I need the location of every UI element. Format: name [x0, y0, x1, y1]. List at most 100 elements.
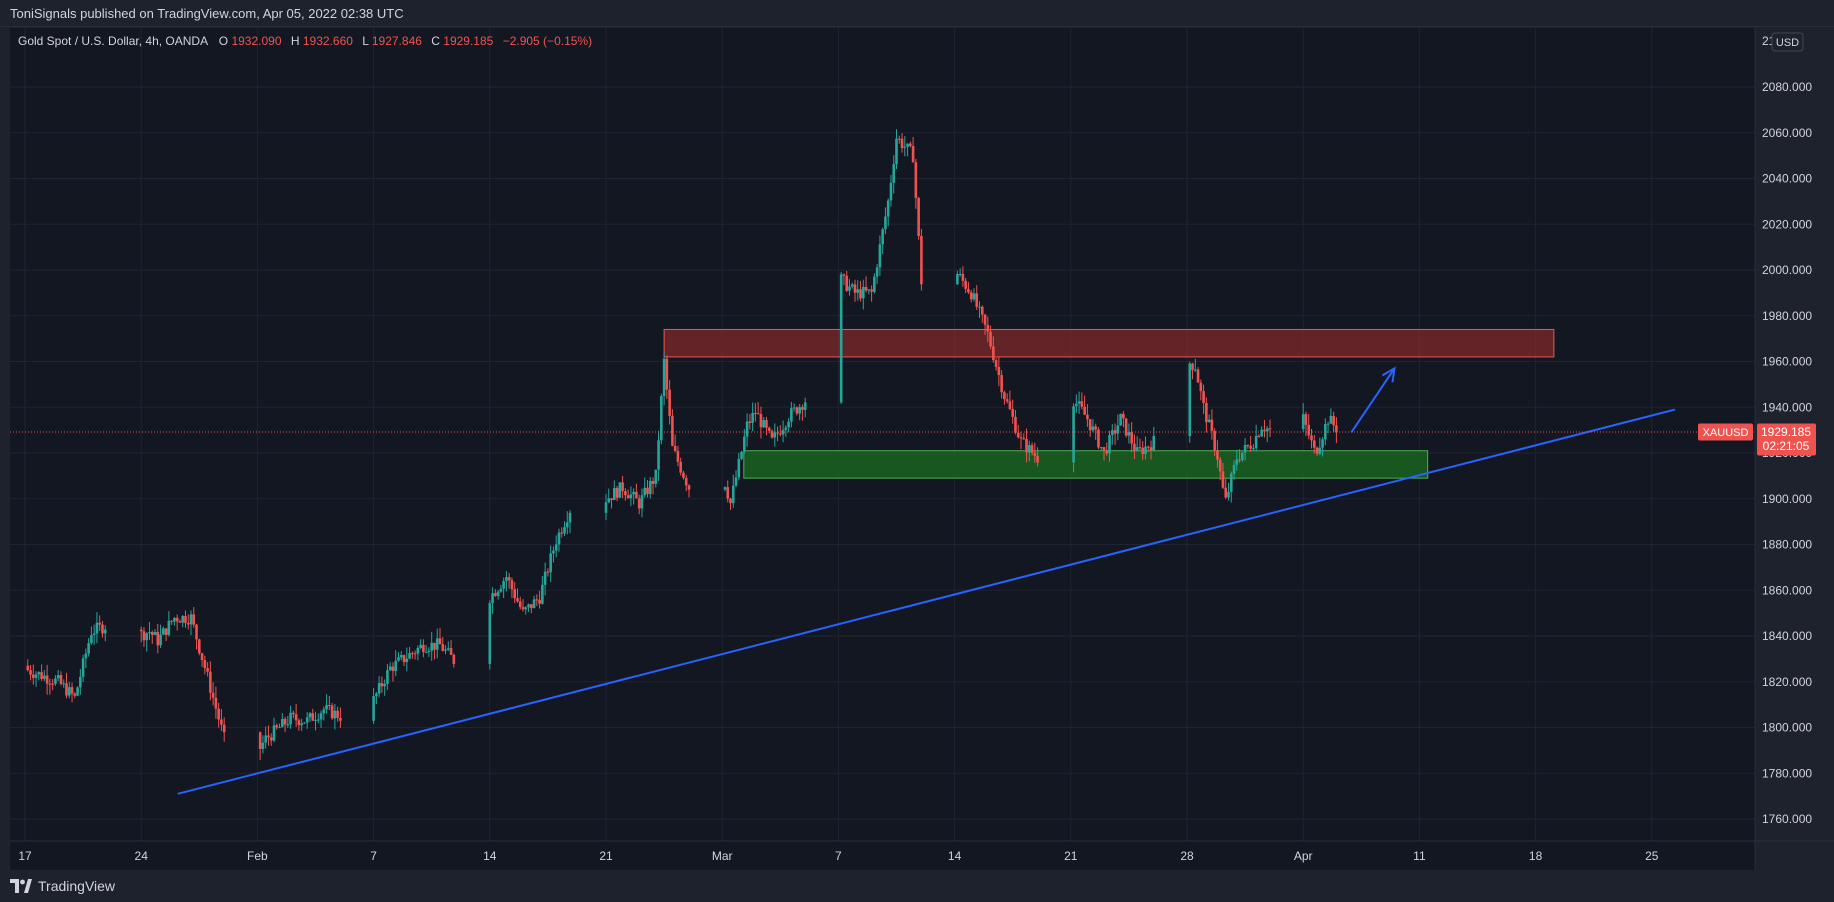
candle-body: [1127, 432, 1131, 436]
candle-body: [424, 651, 428, 653]
candle-body: [1133, 443, 1136, 451]
candle-body: [992, 346, 995, 361]
candle-body: [81, 658, 85, 677]
candle-body: [399, 655, 403, 658]
candle-body: [1000, 375, 1003, 393]
candle-body: [745, 421, 749, 437]
candle-body: [292, 712, 295, 715]
candle-body: [964, 280, 967, 289]
time-axis[interactable]: 17 24 Feb 7 14 21 Mar 7 14 21 28 Apr 11 18 25: [18, 849, 1658, 863]
candle-body: [604, 502, 608, 513]
candle-body: [386, 670, 389, 684]
candle-body: [416, 648, 420, 654]
candle-body: [613, 487, 616, 500]
candle-body: [336, 710, 339, 718]
candle-body: [687, 485, 691, 490]
candle-body: [1152, 435, 1156, 451]
candle-body: [997, 366, 1001, 376]
symbol-name: Gold Spot / U.S. Dollar, 4h, OANDA: [18, 34, 208, 48]
candle-body: [1019, 437, 1023, 439]
candle-body: [95, 622, 99, 634]
candle-body: [98, 622, 101, 625]
candle-body: [546, 571, 550, 573]
support-zone[interactable]: [743, 450, 1429, 479]
currency-button[interactable]: USD: [1771, 32, 1804, 52]
candle-body: [881, 229, 884, 245]
time-tick-label: 14: [948, 849, 962, 863]
candle-body: [1210, 419, 1214, 431]
candle-body: [549, 553, 552, 573]
candle-body: [87, 643, 90, 654]
candle-body: [671, 416, 674, 446]
ascending-trendline[interactable]: [177, 408, 1676, 795]
candle-body: [37, 672, 41, 675]
candle-body: [1086, 414, 1089, 420]
tradingview-logo[interactable]: TradingView: [10, 878, 115, 894]
candle-body: [101, 624, 104, 634]
candle-body: [330, 705, 334, 719]
candle-body: [444, 649, 447, 651]
candle-body: [1257, 435, 1261, 437]
candle-body: [452, 654, 456, 664]
candle-body: [756, 413, 760, 415]
candle-body: [1005, 399, 1009, 402]
candle-body: [513, 589, 516, 599]
candle-body: [798, 407, 801, 414]
price-tick-label: 2080.000: [1762, 80, 1812, 94]
candle-body: [1108, 434, 1111, 454]
candle-body: [328, 705, 331, 707]
price-tag: 1929.185: [1761, 425, 1811, 439]
candle-body: [914, 162, 918, 198]
price-tick-label: 1780.000: [1762, 766, 1812, 780]
candle-body: [1243, 445, 1247, 453]
change-value: −2.905 (−0.15%): [503, 34, 592, 48]
footer: TradingView: [0, 870, 1834, 902]
candle-body: [1191, 363, 1194, 370]
candle-body: [1207, 419, 1211, 423]
candle-body: [621, 482, 624, 492]
candle-body: [1138, 447, 1142, 449]
candle-body: [1111, 430, 1114, 435]
candle-body: [278, 727, 281, 729]
candle-body: [853, 284, 857, 293]
resistance-zone[interactable]: [663, 328, 1555, 358]
candle-body: [139, 629, 143, 632]
candle-body: [289, 712, 292, 725]
candle-body: [521, 607, 525, 610]
candle-body: [200, 653, 204, 661]
candle-body: [792, 407, 796, 409]
candle-body: [380, 683, 384, 687]
candle-body: [164, 628, 168, 635]
price-axis[interactable]: 1760.000 1780.000 1800.000 1820.000 1840.000…: [1762, 80, 1812, 826]
candle-body: [51, 683, 54, 685]
candle-body: [1321, 439, 1324, 448]
candle-body: [1312, 440, 1316, 448]
time-tick-label: 14: [483, 849, 497, 863]
bullish-arrow[interactable]: [1350, 367, 1396, 433]
symbol-legend: Gold Spot / U.S. Dollar, 4h, OANDA O 193…: [18, 34, 592, 48]
candle-body: [181, 615, 184, 623]
candle-body: [62, 683, 66, 685]
candle-body: [878, 244, 882, 268]
candle-body: [1310, 435, 1313, 441]
candle-body: [1075, 403, 1078, 407]
candle-body: [1033, 452, 1037, 456]
candle-body: [975, 293, 979, 307]
candle-body: [411, 653, 414, 655]
candle-body: [186, 623, 190, 625]
candle-body: [859, 289, 862, 299]
candle-body: [967, 288, 970, 293]
candle-body: [665, 358, 669, 390]
candle-body: [258, 732, 262, 749]
candle-body: [494, 593, 497, 596]
candle-body: [1332, 415, 1335, 426]
candle-body: [198, 639, 201, 654]
candle-body: [217, 708, 220, 720]
time-tick-label: Apr: [1294, 849, 1313, 863]
candle-body: [552, 550, 555, 554]
price-chart[interactable]: 1760.000 1780.000 1800.000 1820.000 1840.000…: [0, 28, 1834, 870]
candle-body: [765, 420, 768, 428]
price-tick-label: 2000.000: [1762, 263, 1812, 277]
candle-body: [507, 577, 511, 581]
candle-body: [156, 632, 160, 646]
